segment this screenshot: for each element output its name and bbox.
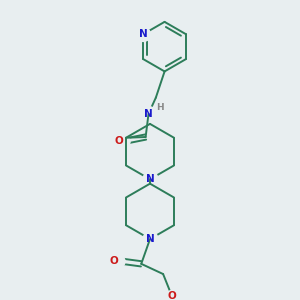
Text: N: N — [144, 109, 153, 119]
Text: O: O — [167, 291, 176, 300]
Text: H: H — [156, 103, 164, 112]
Text: O: O — [110, 256, 118, 266]
Text: O: O — [114, 136, 123, 146]
Text: N: N — [146, 234, 154, 244]
Text: N: N — [139, 29, 148, 39]
Text: N: N — [146, 174, 154, 184]
